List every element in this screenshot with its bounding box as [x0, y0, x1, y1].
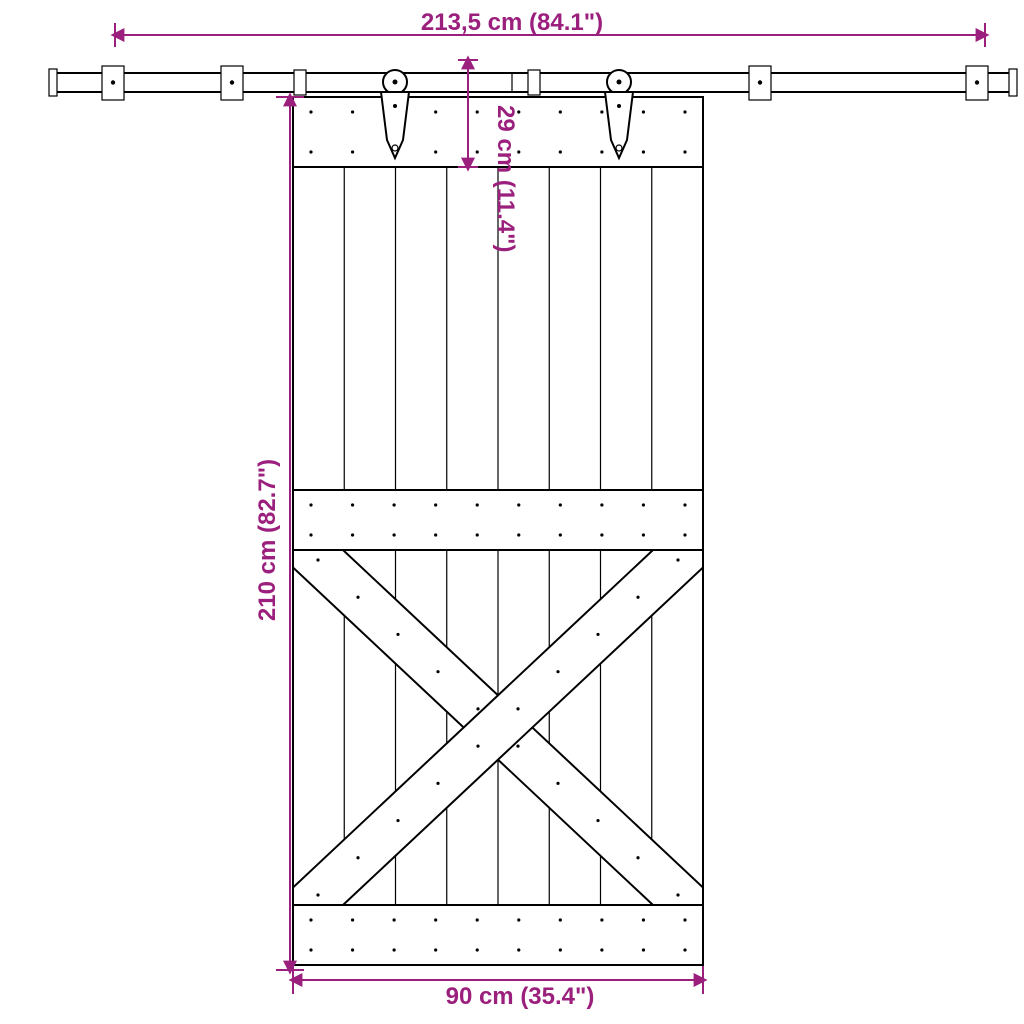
dimension-rail-width: 213,5 cm (84.1") [421, 9, 603, 36]
dimension-top-plank-height: 29 cm (11.4") [492, 105, 519, 252]
dimension-door-height: 210 cm (82.7") [254, 459, 281, 621]
dimension-door-width: 90 cm (35.4") [446, 983, 595, 1010]
